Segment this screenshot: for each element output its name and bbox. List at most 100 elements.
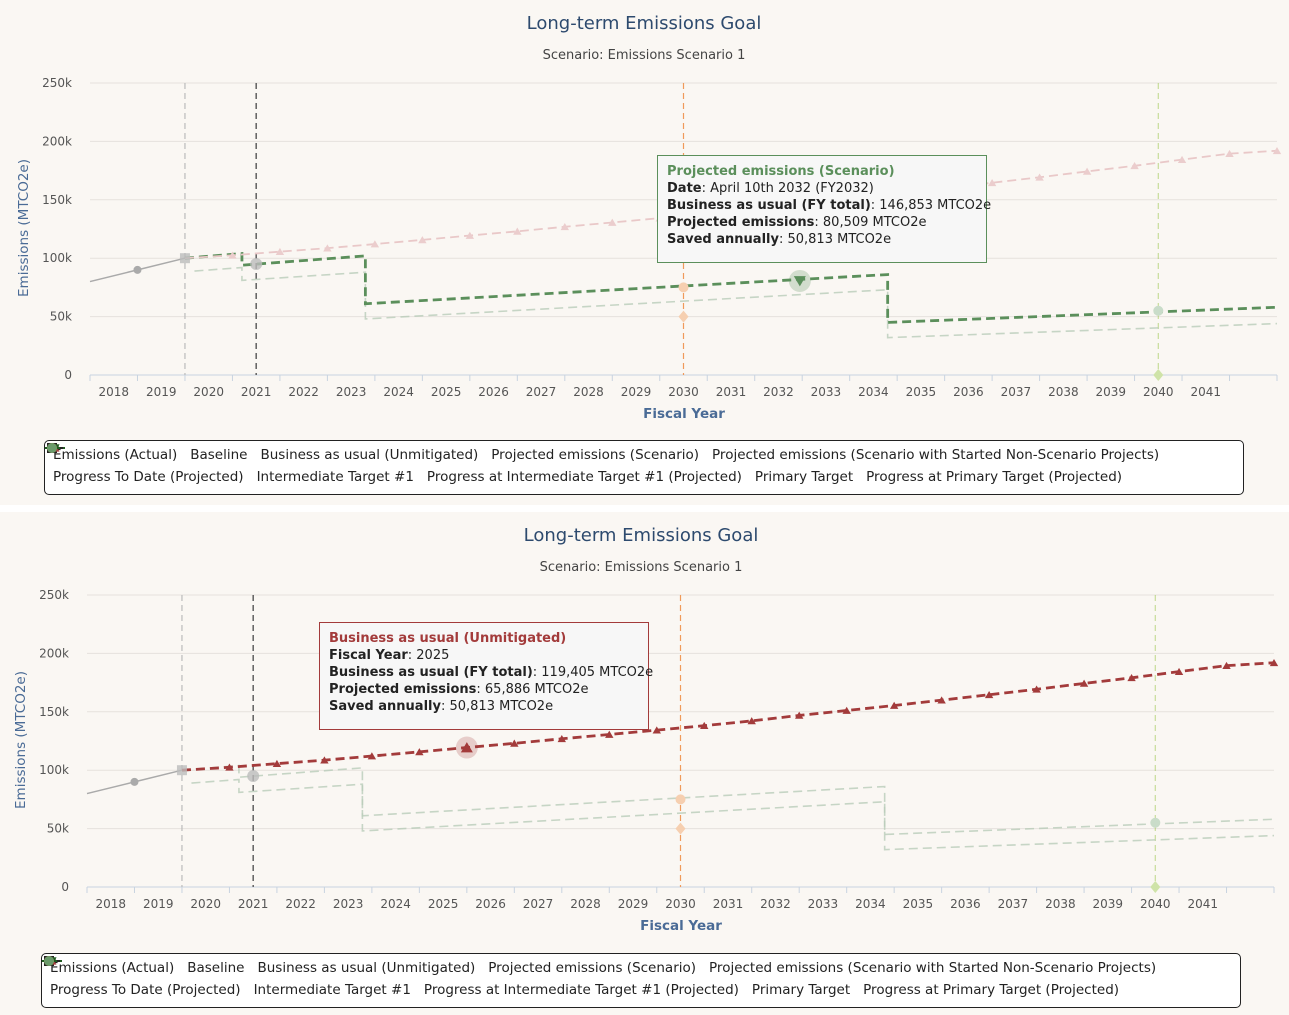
- x-tick-label: 2025: [428, 897, 459, 911]
- legend-symbol: [44, 956, 54, 966]
- x-tick-label: 2029: [618, 897, 649, 911]
- bau-point: [1032, 685, 1041, 693]
- x-tick-label: 2037: [1001, 385, 1032, 399]
- x-tick-label: 2022: [285, 897, 316, 911]
- y-tick-label: 150k: [39, 705, 69, 719]
- tooltip-row: Saved annually: 50,813 MTCO2e: [667, 232, 892, 247]
- legend-item[interactable]: Projected emissions (Scenario with Start…: [45, 444, 1159, 463]
- intermediate-progress-marker: [678, 282, 689, 293]
- legend-item-label: Emissions (Actual): [50, 960, 175, 976]
- bau-point: [557, 735, 566, 743]
- primary-target-marker: [1153, 369, 1164, 381]
- tooltip-row: Business as usual (FY total): 146,853 MT…: [667, 198, 992, 213]
- bau-point: [1127, 674, 1136, 682]
- primary-progress-marker: [1153, 305, 1164, 316]
- plot-area: 0 50k 100k 150k 200k 250k 2018 2019 2020 2021 2022…: [39, 588, 1279, 911]
- chart-panel-1: Long-term Emissions Goal Scenario: Emiss…: [0, 0, 1289, 505]
- bau-point: [1130, 162, 1139, 170]
- bau-point: [795, 711, 804, 719]
- baseline-marker: [179, 253, 190, 264]
- x-tick-label: 2024: [380, 897, 411, 911]
- x-tick-label: 2021: [238, 897, 269, 911]
- x-tick-label: 2023: [333, 897, 364, 911]
- x-tick-label: 2020: [193, 385, 224, 399]
- x-tick-label: 2035: [906, 385, 937, 399]
- legend-item[interactable]: Intermediate Target #1: [44, 956, 411, 998]
- legend-item[interactable]: Primary Target: [44, 956, 851, 998]
- tooltip-row: Fiscal Year: 2025: [329, 648, 450, 663]
- bau-line: [181, 661, 1275, 772]
- bau-point: [1225, 149, 1234, 158]
- x-tick-label: 2039: [1093, 897, 1124, 911]
- x-axis-label: Fiscal Year: [643, 406, 725, 422]
- legend-item[interactable]: Progress To Date (Projected): [47, 443, 244, 485]
- hover-point: [793, 276, 806, 287]
- legend-item[interactable]: Projected emissions (Scenario with Start…: [42, 957, 1156, 976]
- legend-item-label: Progress at Primary Target (Projected): [863, 982, 1120, 998]
- hover-point: [460, 742, 473, 753]
- legend-item[interactable]: Emissions (Actual): [45, 444, 177, 463]
- tooltip-header: Projected emissions (Scenario): [667, 164, 895, 179]
- bau-point: [608, 218, 617, 226]
- bau-point: [272, 759, 282, 768]
- legend-item[interactable]: Emissions (Actual): [42, 957, 175, 976]
- x-tick-label: 2029: [621, 385, 652, 399]
- progress-to-date-marker: [250, 258, 263, 271]
- x-tick-label: 2026: [475, 897, 506, 911]
- legend-item[interactable]: Baseline: [47, 443, 247, 463]
- x-tick-label: 2027: [523, 897, 554, 911]
- x-tick-label: 2032: [760, 897, 791, 911]
- bau-point: [605, 730, 614, 738]
- legend-item[interactable]: Progress To Date (Projected): [44, 956, 241, 998]
- y-tick-label: 100k: [42, 251, 72, 265]
- chart-subtitle: Scenario: Emissions Scenario 1: [540, 560, 743, 575]
- legend-item[interactable]: Progress at Intermediate Target #1 (Proj…: [44, 956, 739, 998]
- actual-emissions-point: [130, 777, 139, 786]
- y-tick-label: 0: [61, 880, 69, 894]
- legend-item[interactable]: Baseline: [44, 956, 244, 976]
- legend-item-label: Primary Target: [754, 469, 854, 485]
- bau-point: [465, 231, 475, 239]
- legend-row: Progress To Date (Projected) Intermediate…: [44, 956, 1232, 1001]
- chart-subtitle: Scenario: Emissions Scenario 1: [543, 48, 746, 63]
- bau-point: [560, 223, 569, 231]
- x-tick-label: 2022: [288, 385, 319, 399]
- bau-point: [1082, 167, 1092, 175]
- intermediate-progress-marker: [675, 794, 686, 805]
- legend-item[interactable]: Business as usual (Unmitigated): [45, 443, 479, 463]
- chart-title: Long-term Emissions Goal: [524, 525, 759, 546]
- bau-point: [1272, 146, 1282, 155]
- legend-item[interactable]: Intermediate Target #1: [47, 443, 414, 485]
- x-tick-label: 2040: [1143, 385, 1174, 399]
- legend-item-label: Primary Target: [751, 982, 851, 998]
- x-tick-label: 2030: [665, 897, 696, 911]
- chart-title: Long-term Emissions Goal: [527, 13, 762, 34]
- bau-point: [513, 227, 522, 235]
- legend-item[interactable]: Projected emissions (Scenario): [45, 444, 699, 463]
- legend-item-label: Progress To Date (Projected): [53, 469, 244, 485]
- legend-item-label: Progress at Primary Target (Projected): [866, 469, 1123, 485]
- x-tick-label: 2019: [146, 385, 177, 399]
- x-tick-label: 2034: [855, 897, 886, 911]
- legend-item-label: Progress at Intermediate Target #1 (Proj…: [423, 982, 739, 998]
- x-tick-label: 2023: [336, 385, 367, 399]
- bau-point: [275, 247, 285, 256]
- legend-item-label: Projected emissions (Scenario): [488, 960, 697, 976]
- x-tick-label: 2036: [950, 897, 981, 911]
- legend-item[interactable]: Progress at Primary Target (Projected): [44, 956, 1120, 998]
- legend-item-label: Intermediate Target #1: [256, 469, 414, 485]
- x-axis-label: Fiscal Year: [640, 918, 722, 934]
- legend-item[interactable]: Progress at Primary Target (Projected): [47, 443, 1123, 485]
- bau-point: [987, 178, 997, 187]
- y-tick-label: 0: [64, 368, 72, 382]
- bau-point: [984, 690, 994, 699]
- legend-item[interactable]: Progress at Intermediate Target #1 (Proj…: [47, 443, 742, 485]
- x-tick-label: 2032: [763, 385, 794, 399]
- legend-item[interactable]: Primary Target: [47, 443, 854, 485]
- legend-item-label: Business as usual (Unmitigated): [260, 447, 479, 463]
- bau-point: [937, 696, 946, 704]
- legend-item[interactable]: Projected emissions (Scenario): [42, 957, 697, 976]
- y-tick-label: 250k: [39, 588, 69, 602]
- primary-progress-marker: [1150, 817, 1161, 828]
- legend-item[interactable]: Business as usual (Unmitigated): [42, 956, 475, 976]
